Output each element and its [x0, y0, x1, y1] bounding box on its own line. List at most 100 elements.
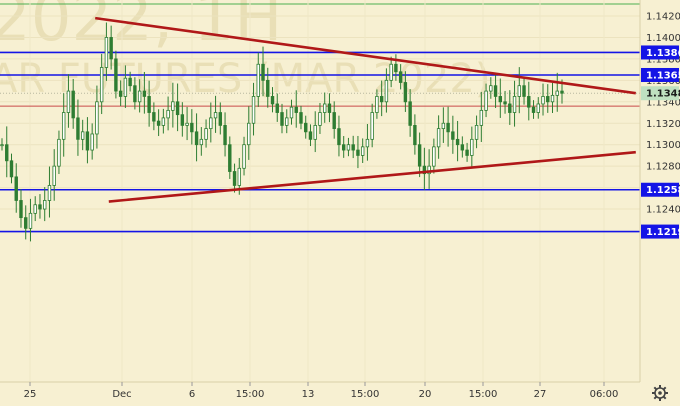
candle-body	[384, 79, 389, 103]
price-tick-label: 1.1280	[646, 162, 680, 173]
current-price-label: 1.1348	[646, 89, 680, 100]
candle-body	[218, 112, 223, 126]
candle-body	[446, 122, 450, 133]
candle-body	[256, 63, 260, 97]
candle-body	[28, 212, 33, 229]
candle-body	[204, 128, 208, 140]
candle-body	[289, 106, 294, 119]
trendlines	[95, 16, 636, 203]
candle-body	[460, 144, 465, 151]
candle-body	[455, 138, 460, 146]
candle-body	[436, 128, 441, 148]
candle-body	[555, 90, 559, 96]
level-badge-label: 1.1386	[646, 48, 680, 59]
candle-body	[541, 96, 545, 105]
candle-body	[19, 200, 23, 219]
candle-body	[408, 101, 412, 126]
watermark: 2022, 1H AR FUTURES (MAR 2022)	[0, 0, 490, 102]
candle-body	[128, 77, 132, 87]
candle-body	[341, 144, 346, 151]
price-tick-label: 1.1320	[646, 119, 680, 130]
candle-body	[417, 144, 422, 167]
candle-body	[109, 37, 113, 60]
candle-body	[508, 103, 512, 113]
candle-body	[351, 144, 355, 151]
candle-body	[223, 124, 227, 146]
candle-body	[114, 58, 118, 92]
candle-body	[33, 204, 37, 214]
time-tick-label: 27	[534, 389, 547, 400]
time-axis[interactable]	[0, 382, 680, 406]
candle-body	[422, 165, 427, 175]
candle-body	[403, 82, 408, 103]
time-tick-label: 15:00	[351, 389, 380, 400]
candle-body	[299, 112, 303, 124]
candle-body	[61, 112, 66, 140]
candle-body	[493, 85, 498, 97]
candle-body	[531, 106, 536, 113]
candle-body	[57, 138, 61, 167]
time-tick-label: 06:00	[590, 389, 619, 400]
candle-body	[237, 167, 241, 186]
time-tick-label: 25	[24, 389, 37, 400]
candle-body	[66, 90, 71, 113]
candle-body	[365, 138, 370, 148]
candle-body	[270, 96, 275, 105]
candle-body	[327, 103, 332, 113]
candle-body	[166, 109, 170, 119]
candle-body	[536, 103, 540, 113]
candle-body	[180, 114, 185, 126]
time-tick-label: 6	[189, 389, 195, 400]
candle-body	[24, 217, 28, 229]
trendline-upper	[95, 16, 636, 95]
candle-body	[294, 106, 298, 113]
candle-body	[370, 112, 374, 140]
time-tick-label: 20	[419, 389, 432, 400]
candle-body	[522, 85, 526, 97]
candle-body	[242, 144, 246, 169]
candle-body	[546, 96, 550, 103]
gear-icon[interactable]	[652, 385, 668, 401]
candle-body	[85, 131, 90, 151]
candle-body	[104, 37, 109, 68]
candle-body	[90, 133, 94, 151]
candle-body	[147, 96, 151, 113]
candle-body	[360, 146, 365, 156]
price-badges: 1.1386 1.1365 1.1258 1.1219 1.1348	[641, 45, 680, 239]
candle-body	[152, 112, 156, 122]
watermark-line1: 2022, 1H	[0, 0, 282, 56]
candle-body	[190, 122, 194, 133]
candle-body	[247, 122, 251, 146]
candle-body	[332, 112, 336, 130]
price-tick-label: 1.1240	[646, 205, 680, 216]
time-tick-label: 13	[302, 389, 315, 400]
watermark-line2: AR FUTURES (MAR 2022)	[0, 56, 490, 102]
candle-body	[427, 165, 431, 175]
time-axis-ticks: 25 Dec 6 15:00 13 15:00 20 15:00 27 06:00	[24, 382, 619, 400]
candle-body	[161, 117, 166, 126]
candle-body	[118, 90, 123, 97]
candle-body	[441, 122, 446, 130]
price-tick-label: 1.1420	[646, 12, 680, 23]
candle-body	[194, 131, 199, 146]
candle-body	[14, 176, 18, 201]
candle-body	[280, 112, 284, 126]
candle-body	[171, 101, 175, 111]
candle-body	[318, 112, 322, 126]
candle-body	[313, 124, 317, 140]
candle-body	[389, 63, 393, 81]
level-badge-label: 1.1219	[646, 227, 680, 238]
candle-body	[484, 90, 488, 111]
time-tick-label: Dec	[112, 389, 131, 400]
price-tick-label: 1.1380	[646, 54, 680, 65]
time-tick-label: 15:00	[469, 389, 498, 400]
candle-body	[489, 85, 493, 92]
candle-body	[308, 131, 313, 140]
candle-body	[498, 96, 503, 103]
candle-body	[266, 79, 270, 97]
candle-body	[76, 117, 80, 140]
price-tick-label: 1.1400	[646, 33, 680, 44]
candle-body	[52, 165, 56, 186]
